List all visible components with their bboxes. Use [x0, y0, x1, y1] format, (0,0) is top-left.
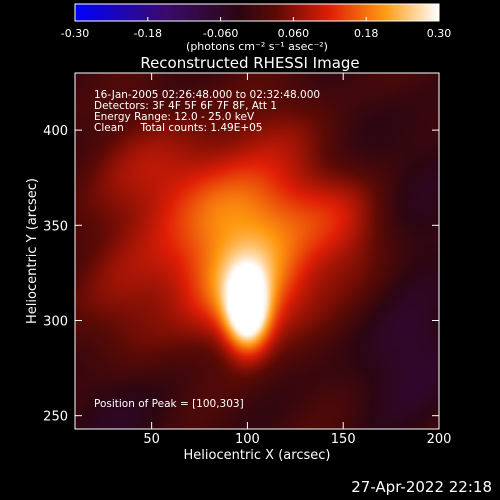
render-timestamp: 27-Apr-2022 22:18	[351, 478, 492, 496]
colorbar-tick-label: -0.18	[134, 27, 162, 40]
x-tick-label: 50	[143, 432, 160, 447]
info-line-4: Clean Total counts: 1.49E+05	[94, 122, 263, 134]
x-tick-label: 150	[331, 432, 356, 447]
peak-position-label: Position of Peak = [100,303]	[94, 398, 244, 410]
plot-frame	[74, 72, 440, 430]
heatmap-image	[75, 73, 439, 429]
info-line-3: Energy Range: 12.0 - 25.0 keV	[94, 111, 255, 123]
info-line-2: Detectors: 3F 4F 5F 6F 7F 8F, Att 1	[94, 100, 277, 112]
colorbar	[74, 3, 440, 22]
x-tick-label: 200	[427, 432, 452, 447]
y-tick-label: 350	[43, 219, 68, 234]
x-axis-label: Heliocentric X (arcsec)	[184, 448, 331, 463]
y-tick-label: 400	[43, 124, 68, 139]
y-axis-label: Heliocentric Y (arcsec)	[25, 178, 40, 324]
x-tick-label: 100	[235, 432, 260, 447]
colorbar-unit-label: (photons cm⁻² s⁻¹ asec⁻²)	[186, 40, 328, 53]
colorbar-tick-label: -0.060	[203, 27, 238, 40]
colorbar-ticks: -0.30 -0.18 -0.060 0.060 0.18 0.30	[61, 17, 451, 40]
colorbar-tick-label: 0.060	[278, 27, 310, 40]
y-tick-label: 250	[43, 410, 68, 425]
axis-ticks: 50 100 150 200 250 300 350 400	[43, 73, 451, 447]
colorbar-tick-label: 0.18	[354, 27, 379, 40]
plot-title: Reconstructed RHESSI Image	[140, 54, 359, 72]
y-tick-label: 300	[43, 314, 68, 329]
colorbar-tick-label: 0.30	[427, 27, 452, 40]
colorbar-tick-label: -0.30	[61, 27, 89, 40]
info-line-1: 16-Jan-2005 02:26:48.000 to 02:32:48.000	[94, 89, 320, 101]
